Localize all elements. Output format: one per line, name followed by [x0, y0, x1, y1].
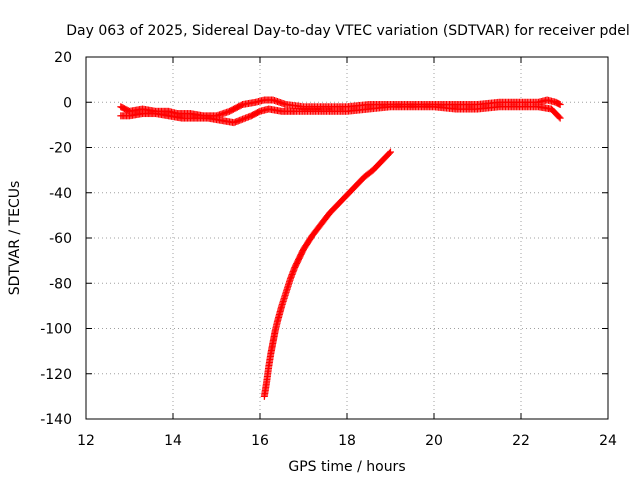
x-tick-label: 12	[77, 433, 95, 449]
x-tick-label: 18	[338, 433, 356, 449]
y-tick-label: -100	[40, 322, 72, 338]
data-point	[556, 101, 564, 109]
chart-title: Day 063 of 2025, Sidereal Day-to-day VTE…	[66, 23, 630, 39]
y-tick-labels: 20 0 -20 -40 -60 -80 -100 -120 -140	[40, 50, 72, 428]
data-point	[385, 149, 393, 157]
x-tick-label: 24	[599, 433, 617, 449]
x-tick-label: 22	[512, 433, 530, 449]
x-axis-label: GPS time / hours	[288, 459, 405, 475]
y-axis-label: SDTVAR / TECUs	[7, 181, 23, 296]
x-tick-labels: 12 14 16 18 20 22 24	[77, 433, 617, 449]
y-tick-label: 20	[54, 50, 72, 66]
y-tick-label: -40	[49, 186, 72, 202]
x-tick-label: 16	[251, 433, 269, 449]
x-tick-label: 14	[164, 433, 182, 449]
data-points	[117, 96, 564, 400]
y-tick-label: 0	[63, 95, 72, 111]
x-tick-label: 20	[425, 433, 443, 449]
y-tick-label: -60	[49, 231, 72, 247]
data-point	[556, 114, 564, 122]
y-tick-label: -140	[40, 412, 72, 428]
ticks	[85, 56, 609, 420]
y-tick-label: -120	[40, 367, 72, 383]
y-tick-label: -80	[49, 276, 72, 292]
data-point	[387, 148, 394, 156]
y-tick-label: -20	[49, 141, 72, 157]
data-point	[555, 113, 563, 121]
